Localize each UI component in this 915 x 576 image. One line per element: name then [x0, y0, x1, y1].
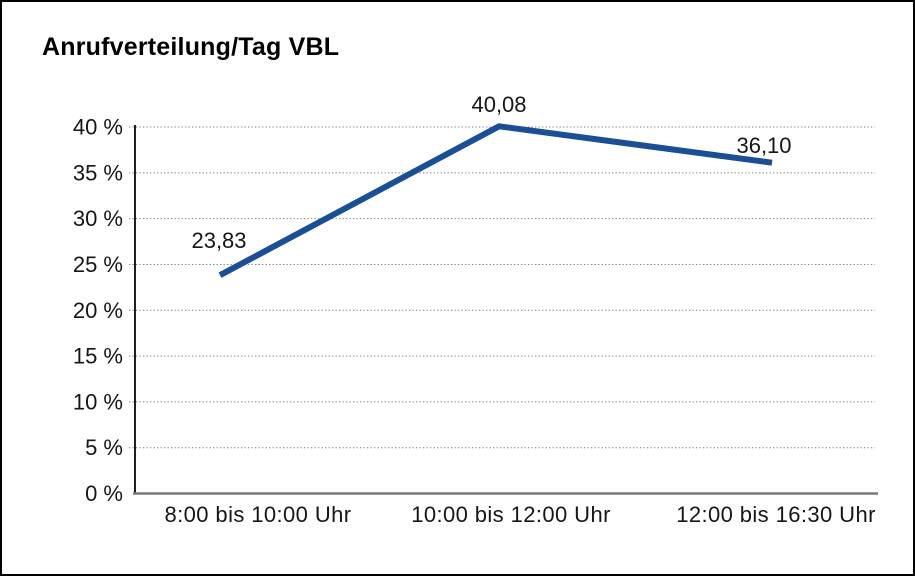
y-tick-label: 35 %: [73, 160, 123, 185]
value-label: 23,83: [191, 228, 246, 253]
x-tick-label: 12:00 bis 16:30 Uhr: [676, 502, 876, 527]
y-tick-label: 25 %: [73, 252, 123, 277]
y-tick-label: 40 %: [73, 115, 123, 140]
y-tick-label: 15 %: [73, 344, 123, 369]
y-tick-label: 20 %: [73, 298, 123, 323]
y-tick-label: 5 %: [85, 435, 123, 460]
y-tick-label: 10 %: [73, 389, 123, 414]
x-tick-label: 8:00 bis 10:00 Uhr: [165, 502, 352, 527]
chart-title: Anrufverteilung/Tag VBL: [42, 33, 340, 61]
y-tick-label: 30 %: [73, 206, 123, 231]
x-tick-label: 10:00 bis 12:00 Uhr: [411, 502, 611, 527]
value-label: 40,08: [471, 92, 526, 117]
data-line: [218, 123, 773, 278]
y-tick-label: 0 %: [85, 481, 123, 506]
value-label: 36,10: [736, 133, 791, 158]
